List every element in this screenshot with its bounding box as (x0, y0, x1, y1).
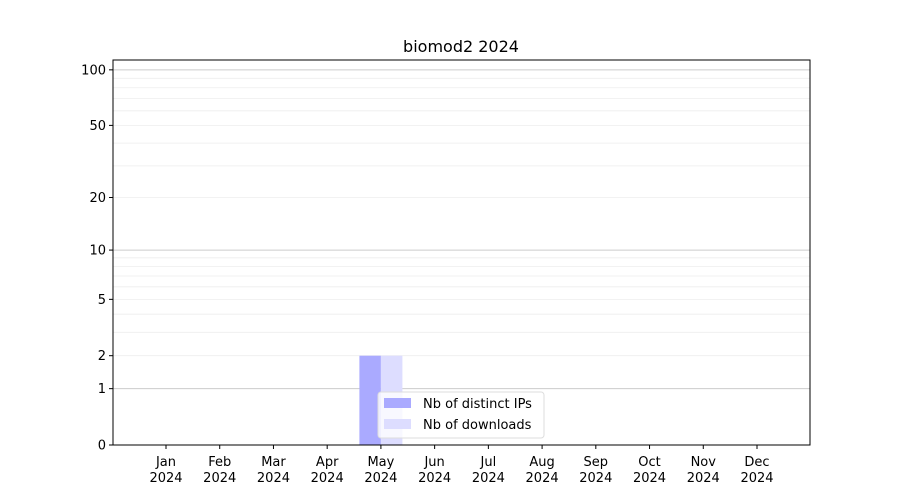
x-tick-label: Oct (638, 455, 660, 470)
y-tick-label: 10 (89, 244, 106, 259)
x-tick-label: 2024 (526, 471, 559, 486)
x-tick-label: Aug (529, 455, 554, 470)
x-tick-label: May (367, 455, 394, 470)
bar-distinct-ips (359, 355, 381, 445)
y-tick-label: 0 (98, 439, 106, 454)
y-tick-label: 5 (98, 293, 106, 308)
x-tick-label: 2024 (257, 471, 290, 486)
y-tick-label: 50 (89, 119, 106, 134)
x-tick-label: Apr (316, 455, 339, 470)
y-tick-label: 2 (98, 349, 106, 364)
x-tick-label: Dec (744, 455, 769, 470)
plot-frame (112, 59, 811, 446)
x-tick-label: 2024 (203, 471, 236, 486)
x-tick-label: Sep (584, 455, 609, 470)
x-tick-label: Jul (480, 455, 497, 470)
x-tick-label: 2024 (149, 471, 182, 486)
x-tick-label: Jan (155, 455, 176, 470)
x-tick-label: 2024 (418, 471, 451, 486)
x-tick-label: Jun (423, 455, 444, 470)
x-tick-label: 2024 (579, 471, 612, 486)
x-tick-label: 2024 (364, 471, 397, 486)
y-tick-label: 100 (81, 63, 106, 78)
x-tick-label: Nov (691, 455, 717, 470)
x-tick-label: 2024 (740, 471, 773, 486)
x-tick-label: Feb (208, 455, 231, 470)
legend: Nb of distinct IPs Nb of downloads (377, 391, 545, 439)
x-tick-label: 2024 (633, 471, 666, 486)
legend-box (377, 391, 545, 439)
x-tick-label: Mar (261, 455, 286, 470)
x-tick-label: 2024 (472, 471, 505, 486)
y-tick-label: 1 (98, 382, 106, 397)
legend-swatch (384, 419, 411, 429)
x-tick-label: 2024 (311, 471, 344, 486)
y-tick-label: 20 (89, 191, 106, 206)
chart-title: biomod2 2024 (403, 37, 519, 56)
x-tick-label: 2024 (687, 471, 720, 486)
legend-label: Nb of downloads (423, 418, 532, 433)
legend-label: Nb of distinct IPs (423, 397, 532, 412)
legend-swatch (384, 398, 411, 408)
